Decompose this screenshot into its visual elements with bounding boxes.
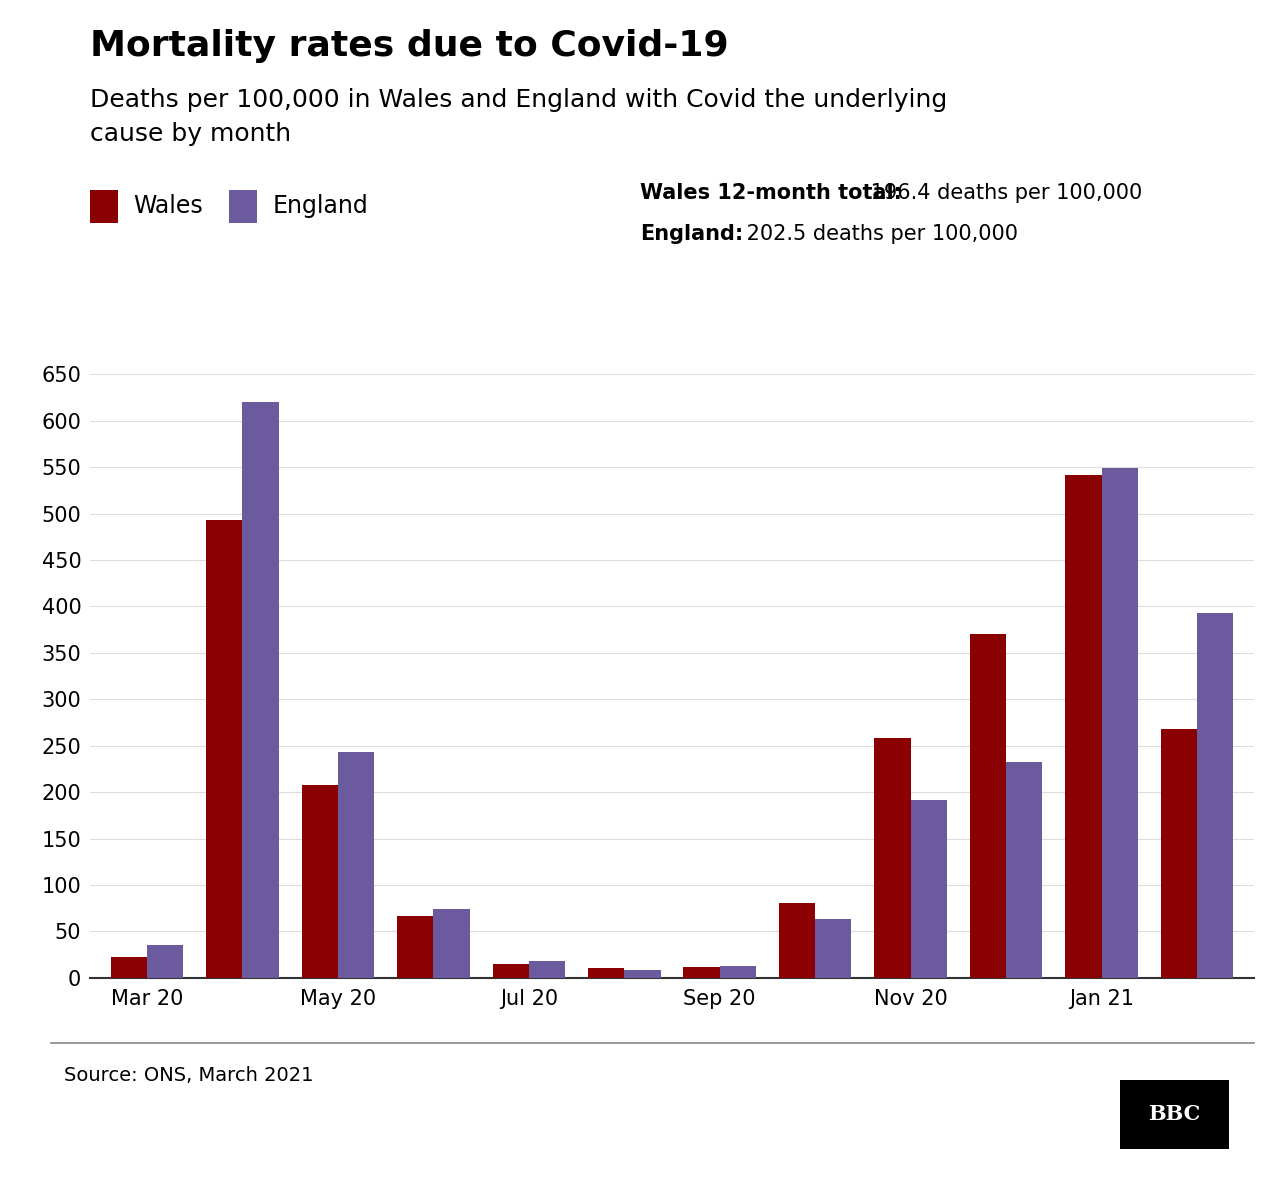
Bar (1065, 475, 1102, 978)
Bar (1197, 613, 1234, 978)
Text: Deaths per 100,000 in Wales and England with Covid the underlying
cause by month: Deaths per 100,000 in Wales and England … (90, 88, 947, 146)
Bar (242, 403, 279, 978)
Bar (529, 961, 564, 978)
Text: BBC: BBC (1148, 1105, 1201, 1124)
Bar (1161, 729, 1197, 978)
Text: Mortality rates due to Covid-19: Mortality rates due to Covid-19 (90, 29, 728, 64)
Bar (684, 967, 719, 978)
Bar (780, 904, 815, 978)
Bar (625, 971, 660, 978)
Bar (970, 634, 1006, 978)
Bar (110, 958, 147, 978)
Text: 202.5 deaths per 100,000: 202.5 deaths per 100,000 (740, 224, 1018, 244)
Bar (874, 739, 910, 978)
Text: Source: ONS, March 2021: Source: ONS, March 2021 (64, 1066, 314, 1085)
Bar (588, 968, 625, 978)
Bar (206, 521, 242, 978)
Bar (302, 785, 338, 978)
Bar (1102, 468, 1138, 978)
Bar (719, 966, 756, 978)
Bar (1006, 762, 1042, 978)
Text: Wales 12-month total:: Wales 12-month total: (640, 183, 902, 203)
Bar (815, 919, 851, 978)
Text: 196.4 deaths per 100,000: 196.4 deaths per 100,000 (864, 183, 1142, 203)
Bar (338, 753, 374, 978)
Text: England:: England: (640, 224, 744, 244)
Bar (493, 964, 529, 978)
Bar (397, 915, 434, 978)
Text: England: England (273, 194, 369, 218)
Text: Wales: Wales (133, 194, 202, 218)
Bar (434, 909, 470, 978)
Bar (147, 945, 183, 978)
Bar (910, 800, 947, 978)
